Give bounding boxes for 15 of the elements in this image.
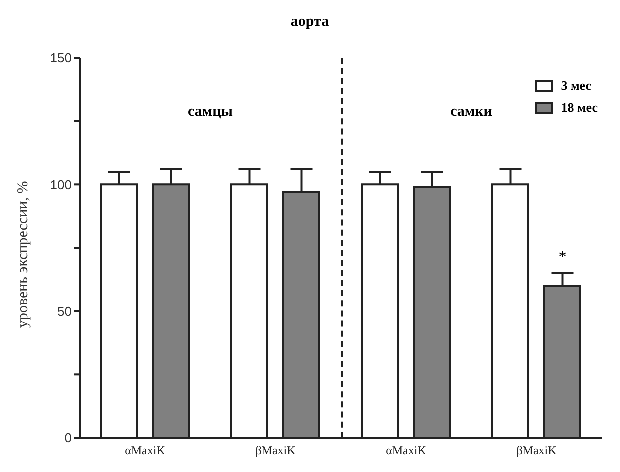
- legend-label: 3 мес: [561, 78, 592, 94]
- chart-title: аорта: [290, 14, 330, 31]
- y-tick-label: 0: [64, 430, 72, 446]
- y-axis-title: уровень экспрессии, %: [15, 181, 32, 328]
- annotation: самцы: [187, 104, 234, 121]
- y-tick-label: 150: [50, 50, 72, 66]
- x-tick-label: αMaxiK: [125, 444, 166, 458]
- annotation: *: [558, 249, 568, 268]
- y-tick-label: 50: [58, 304, 72, 319]
- y-tick-label: 100: [50, 177, 72, 192]
- x-tick-label: βMaxiK: [256, 444, 296, 458]
- legend-label: 18 мес: [561, 100, 598, 116]
- x-tick-label: βMaxiK: [516, 444, 558, 458]
- annotation: самки: [450, 104, 492, 120]
- x-tick-label: αMaxiK: [386, 444, 427, 458]
